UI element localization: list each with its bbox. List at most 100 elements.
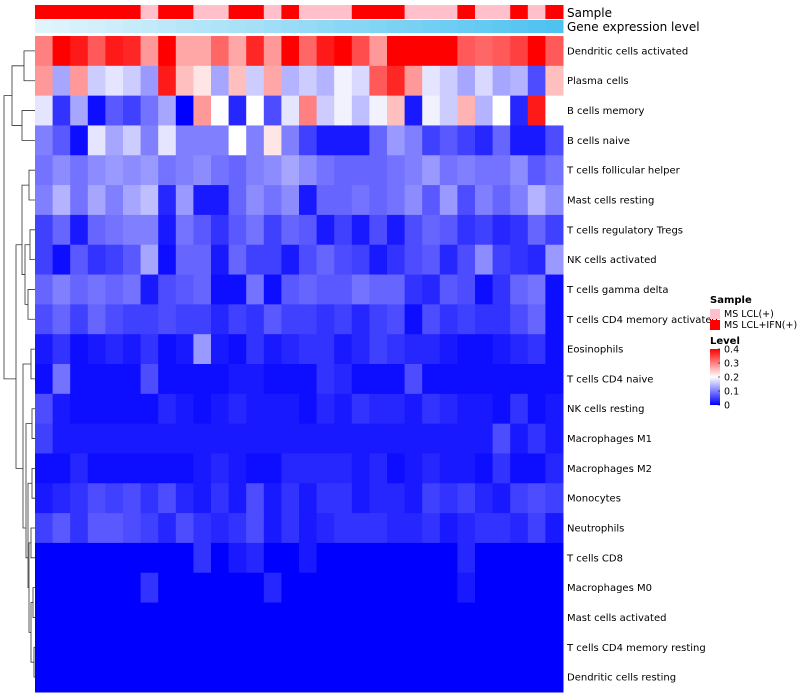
heatmap-cell-r14-c13 [263,453,282,484]
sample-annotation-cell-26 [492,5,511,19]
heatmap-cell-r4-c26 [492,155,511,186]
heatmap-cell-r16-c28 [527,513,546,544]
heatmap-cell-r10-c23 [439,334,458,365]
heatmap-cell-r10-c13 [263,334,282,365]
heatmap-cell-r11-c9 [193,364,212,395]
heatmap-cell-r21-c5 [123,662,142,693]
heatmap-cell-r7-c24 [457,244,476,276]
heatmap-cell-r19-c4 [105,602,124,633]
heatmap-cell-r15-c28 [527,483,546,514]
heatmap-cell-r7-c23 [439,244,458,276]
sample-annotation-cell-27 [510,5,529,19]
heatmap-cell-r18-c23 [439,572,458,604]
heatmap-cell-r4-c25 [475,155,494,186]
heatmap-cell-r8-c2 [70,274,89,305]
heatmap-cell-r9-c9 [193,304,212,335]
heatmap-cell-r18-c18 [351,572,370,604]
sample-annotation-cell-22 [422,5,441,19]
heatmap-cell-r0-c4 [105,36,124,67]
heatmap-cell-r7-c14 [281,244,300,276]
heatmap-cell-r5-c6 [140,185,159,216]
heatmap-cell-r16-c0 [35,513,54,544]
heatmap-cell-r2-c23 [439,95,458,126]
heatmap-cell-r1-c8 [175,65,194,97]
sample-annotation-cell-9 [193,5,212,19]
heatmap-cell-r17-c0 [35,542,54,574]
heatmap-cell-r8-c13 [263,274,282,305]
heatmap-cell-r0-c22 [422,36,441,67]
level-tick-label-4: 0 [724,401,730,412]
heatmap-cell-r7-c26 [492,244,511,276]
heatmap-cell-r3-c14 [281,125,300,156]
heatmap-cell-r7-c4 [105,244,124,276]
heatmap-cell-r17-c17 [334,542,353,574]
heatmap-cell-r0-c24 [457,36,476,67]
heatmap-cell-r10-c22 [422,334,441,365]
heatmap-cell-r4-c13 [263,155,282,186]
heatmap-cell-r9-c1 [52,304,71,335]
heatmap-cell-r9-c22 [422,304,441,335]
row-label-nk-cells-resting: NK cells resting [567,404,644,415]
heatmap-cell-r20-c19 [369,632,388,663]
heatmap-cell-r5-c8 [175,185,194,216]
heatmap-cell-r11-c8 [175,364,194,395]
expression-annotation-cell-15 [299,20,318,33]
heatmap-cell-r6-c14 [281,214,300,246]
heatmap-cell-r16-c7 [158,513,177,544]
heatmap-cell-r12-c13 [263,393,282,425]
heatmap-cell-r9-c6 [140,304,159,335]
heatmap-cell-r19-c24 [457,602,476,633]
heatmap-cell-r21-c23 [439,662,458,693]
heatmap-cell-r13-c18 [351,423,370,454]
heatmap-cell-r9-c4 [105,304,124,335]
heatmap-cell-r2-c11 [228,95,247,126]
heatmap-cell-r17-c4 [105,542,124,574]
heatmap-cell-r21-c3 [87,662,106,693]
heatmap-cell-r8-c6 [140,274,159,305]
heatmap-cell-r12-c24 [457,393,476,425]
heatmap-cell-r3-c4 [105,125,124,156]
heatmap-cell-r1-c24 [457,65,476,97]
heatmap-cell-r16-c25 [475,513,494,544]
row-label-plasma-cells: Plasma cells [567,76,629,87]
heatmap-cell-r3-c25 [475,125,494,156]
heatmap-cell-r7-c13 [263,244,282,276]
heatmap-cell-r15-c2 [70,483,89,514]
heatmap-cell-r0-c21 [404,36,423,67]
heatmap-cell-r21-c25 [475,662,494,693]
expression-annotation-cell-21 [404,20,423,33]
heatmap-cell-r11-c15 [299,364,318,395]
heatmap-cell-r21-c12 [246,662,265,693]
heatmap-cell-r6-c5 [123,214,142,246]
heatmap-cell-r16-c27 [510,513,529,544]
heatmap-cell-r2-c13 [263,95,282,126]
heatmap-cell-r12-c19 [369,393,388,425]
heatmap-cell-r16-c24 [457,513,476,544]
heatmap-cell-r16-c15 [299,513,318,544]
heatmap-cell-r18-c25 [475,572,494,604]
heatmap-cell-r15-c23 [439,483,458,514]
heatmap-cell-r19-c8 [175,602,194,633]
heatmap-cell-r9-c2 [70,304,89,335]
heatmap-cell-r4-c27 [510,155,529,186]
heatmap-cell-r14-c8 [175,453,194,484]
heatmap-cell-r6-c2 [70,214,89,246]
heatmap-cell-r6-c26 [492,214,511,246]
heatmap-cell-r20-c26 [492,632,511,663]
heatmap-cell-r4-c16 [316,155,335,186]
heatmap-cell-r19-c19 [369,602,388,633]
heatmap-cell-r7-c9 [193,244,212,276]
heatmap-cell-r0-c26 [492,36,511,67]
heatmap-cell-r13-c6 [140,423,159,454]
sample-legend-swatch-ms-lcl-ifn [710,320,720,330]
heatmap-cell-r11-c0 [35,364,54,395]
heatmap-cell-r10-c21 [404,334,423,365]
heatmap-cell-r10-c7 [158,334,177,365]
heatmap-cell-r15-c4 [105,483,124,514]
row-label-t-cells-cd4-memory-activated: T cells CD4 memory activated [566,315,718,326]
heatmap-cell-r18-c4 [105,572,124,604]
heatmap-cell-r17-c11 [228,542,247,574]
row-label-macrophages-m0: Macrophages M0 [567,583,652,594]
heatmap-cell-r19-c26 [492,602,511,633]
heatmap-cell-r21-c20 [387,662,406,693]
